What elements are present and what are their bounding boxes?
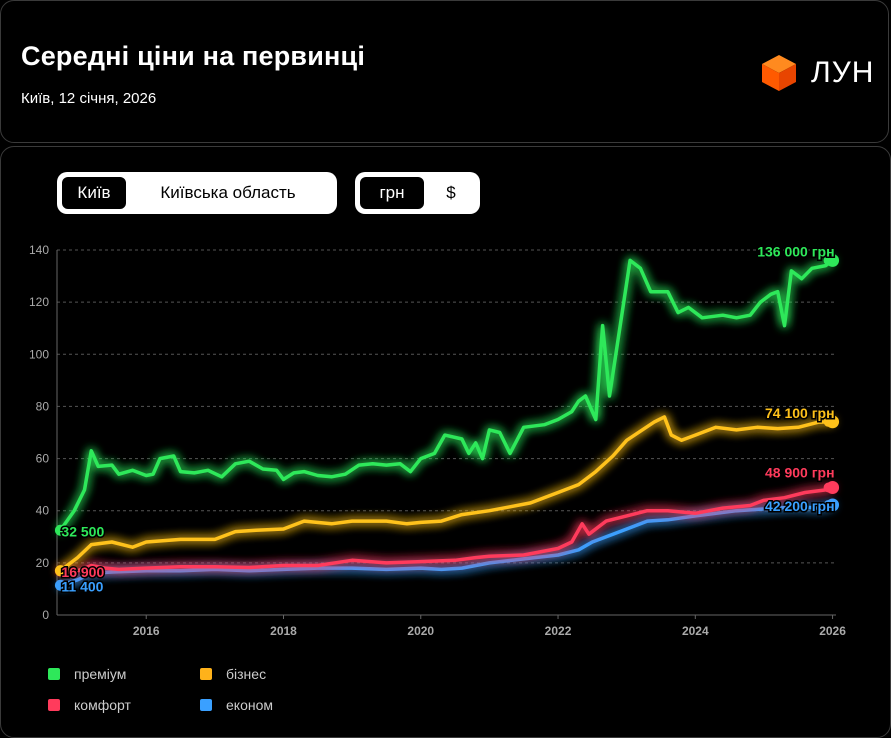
legend-swatch-business <box>200 668 212 680</box>
y-tick-label: 0 <box>42 608 49 622</box>
legend-label: комфорт <box>74 697 131 713</box>
series-start-dot-business <box>54 565 66 577</box>
page-subtitle: Київ, 12 січня, 2026 <box>21 90 157 107</box>
start-label-comfort: 16 900 <box>61 564 104 580</box>
logo-cube-icon <box>762 55 796 91</box>
legend-item-business[interactable]: бізнес <box>200 666 266 682</box>
series-labels: 42 200 грн 11 400 48 900 грн 16 900 74 100 г… <box>60 242 836 596</box>
x-tick-label: 2024 <box>682 624 709 638</box>
series-line-comfort <box>58 485 835 573</box>
currency-option-usd[interactable]: $ <box>446 183 456 202</box>
series-end-dot-business <box>823 416 834 427</box>
end-label-comfort: 48 900 грн <box>765 465 835 481</box>
legend-label: бізнес <box>226 666 267 682</box>
y-tick-label: 40 <box>36 504 50 518</box>
x-tick-label: 2026 <box>819 624 846 638</box>
legend-label: преміум <box>74 666 127 682</box>
x-tick-label: 2022 <box>545 624 572 638</box>
axes: 0 20 40 60 80 100 120 140 2016 2018 2020 2022 2024 20… <box>29 243 846 638</box>
y-tick-label: 20 <box>36 556 50 570</box>
header-card: Середні ціни на первинці Київ, 12 січня,… <box>0 0 889 143</box>
brand-logo[interactable]: ЛУН <box>759 53 874 93</box>
series-start-dot-premium <box>54 524 66 536</box>
series-end-dot-comfort <box>823 482 834 493</box>
chart-panel <box>0 146 891 738</box>
start-label-premium: 32 500 <box>61 523 104 539</box>
legend-swatch-comfort <box>48 699 60 711</box>
series-lines <box>54 253 840 591</box>
end-label-premium: 136 000 грн <box>757 243 834 259</box>
grid-lines <box>57 249 836 564</box>
legend-item-comfort[interactable]: комфорт <box>48 697 131 713</box>
series-start-dot-econom <box>54 579 66 591</box>
y-tick-label: 100 <box>29 347 49 361</box>
legend-swatch-premium <box>48 668 60 680</box>
end-label-econom: 42 200 грн <box>765 498 835 514</box>
series-line-premium <box>58 258 835 533</box>
page-title: Середні ціни на первинці <box>21 41 366 71</box>
x-tick-label: 2020 <box>407 624 434 638</box>
y-tick-label: 80 <box>36 399 50 413</box>
legend-item-premium[interactable]: преміум <box>48 666 126 682</box>
legend-item-econom[interactable]: економ <box>200 697 273 713</box>
series-line-business <box>58 415 835 573</box>
logo-text: ЛУН <box>811 56 875 89</box>
region-option-kyiv-oblast[interactable]: Київська область <box>160 183 296 202</box>
series-line-econom <box>58 503 835 588</box>
start-label-econom: 11 400 <box>61 578 103 594</box>
legend-label: економ <box>226 697 273 713</box>
legend-swatch-econom <box>200 699 212 711</box>
series-end-dot-econom <box>823 499 834 510</box>
end-label-business: 74 100 грн <box>765 405 835 421</box>
currency-option-uah[interactable]: грн <box>358 175 426 211</box>
currency-toggle[interactable]: грн $ <box>355 172 480 214</box>
region-option-kyiv[interactable]: Київ <box>60 175 128 211</box>
x-tick-label: 2018 <box>270 624 297 638</box>
y-tick-label: 140 <box>29 243 49 257</box>
y-tick-label: 120 <box>29 295 49 309</box>
y-tick-label: 60 <box>36 452 50 466</box>
series-end-dot-premium <box>823 255 834 266</box>
x-tick-label: 2016 <box>133 624 160 638</box>
region-toggle[interactable]: Київ Київська область <box>57 172 337 214</box>
